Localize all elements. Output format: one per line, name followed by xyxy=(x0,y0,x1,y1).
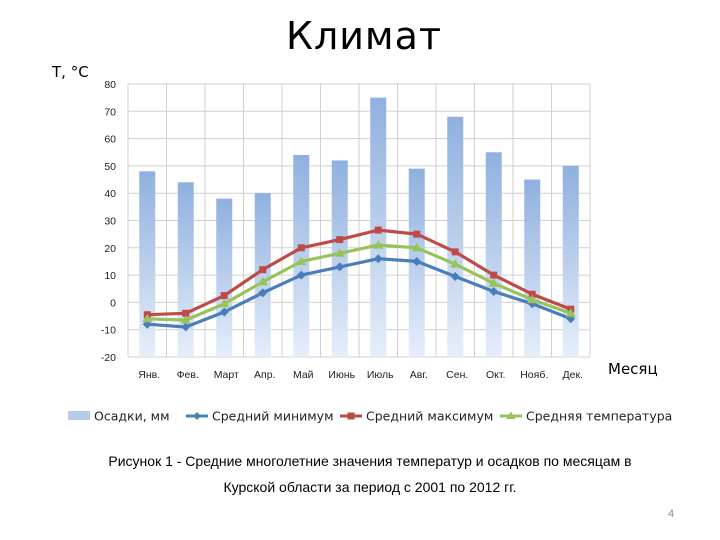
data-point xyxy=(450,259,461,268)
y-tick-label: 30 xyxy=(104,216,116,228)
slide-title: Климат xyxy=(285,14,443,58)
data-point xyxy=(219,307,229,317)
x-tick-label: Июнь xyxy=(328,369,355,381)
data-point xyxy=(489,286,499,296)
data-point xyxy=(336,236,344,244)
x-tick-label: Март xyxy=(214,369,239,381)
y-axis-title: Т, °С xyxy=(52,63,89,81)
x-tick-label: Окт. xyxy=(486,369,505,381)
data-point xyxy=(488,278,499,287)
x-tick-label: Сен. xyxy=(446,369,468,381)
legend-label: Средняя температура xyxy=(526,409,672,424)
data-point xyxy=(296,256,307,265)
data-point xyxy=(413,230,421,238)
y-tick-label: -20 xyxy=(101,352,116,364)
x-tick-labels: Янв. Фев. Март Апр. Май Июнь Июль Авг. Сен. Окт. Н… xyxy=(138,369,583,381)
y-tick-label: 10 xyxy=(104,270,116,282)
data-point xyxy=(527,294,538,304)
x-axis-title: Месяц xyxy=(608,360,658,378)
y-tick-labels: -20 -10 0 10 20 30 40 50 60 70 80 xyxy=(101,79,116,364)
legend-label: Средний максимум xyxy=(366,409,493,424)
x-tick-label: Май xyxy=(293,369,314,381)
data-point xyxy=(334,248,345,257)
data-point xyxy=(259,266,267,274)
x-tick-label: Июль xyxy=(367,369,394,381)
bar-Нояб. xyxy=(524,179,541,357)
data-point xyxy=(142,313,153,323)
bar-Май xyxy=(293,154,310,357)
y-tick-label: 70 xyxy=(104,106,116,118)
data-point xyxy=(220,292,228,300)
bar-Март xyxy=(216,198,233,357)
y-tick-label: 20 xyxy=(104,243,116,255)
figure-caption-line-2: Курской области за период с 2001 по 2012… xyxy=(223,479,517,495)
page-number: 4 xyxy=(668,508,675,520)
bar-Июнь xyxy=(331,160,348,357)
data-point xyxy=(528,290,536,298)
data-point xyxy=(565,308,576,317)
x-tick-label: Янв. xyxy=(138,369,160,381)
legend-label: Осадки, мм xyxy=(94,409,170,424)
data-point xyxy=(373,254,383,264)
y-tick-label: 0 xyxy=(110,297,116,309)
legend-marker xyxy=(506,411,516,419)
data-point xyxy=(219,298,230,308)
gridlines xyxy=(127,83,591,358)
y-tick-label: 80 xyxy=(104,79,116,91)
data-point xyxy=(374,226,382,234)
temperature-lines xyxy=(142,226,576,332)
legend-marker xyxy=(347,412,355,420)
series-line-Средний минимум xyxy=(147,257,572,329)
y-tick-label: 60 xyxy=(104,134,116,146)
bar-Окт. xyxy=(485,152,502,357)
series-line-Средняя температура xyxy=(147,243,572,322)
data-point xyxy=(450,271,460,281)
x-tick-label: Апр. xyxy=(254,369,275,381)
data-point xyxy=(258,288,268,298)
data-point xyxy=(296,270,306,280)
x-tick-label: Фев. xyxy=(177,369,199,381)
x-tick-label: Дек. xyxy=(563,369,583,381)
legend-marker xyxy=(193,412,201,420)
legend-swatch xyxy=(68,411,90,420)
legend: Осадки, мм Средний минимум Средний максиму… xyxy=(68,409,672,424)
series-line-Средний максимум xyxy=(147,228,572,317)
data-point xyxy=(490,271,498,279)
legend-label: Средний минимум xyxy=(212,409,334,424)
bar-Сен. xyxy=(447,116,464,357)
y-tick-label: -10 xyxy=(101,325,116,337)
figure-caption-line-1: Рисунок 1 - Средние многолетние значения… xyxy=(108,453,632,469)
data-point xyxy=(335,262,345,272)
x-tick-label: Авг. xyxy=(410,369,428,381)
bar-Дек. xyxy=(562,165,579,357)
data-point xyxy=(181,322,191,332)
y-tick-label: 50 xyxy=(104,161,116,173)
bar-Янв. xyxy=(139,171,156,357)
data-point xyxy=(373,240,384,249)
data-point xyxy=(180,315,191,324)
climate-chart: -20 -10 0 10 20 30 40 50 60 70 80 Янв. Фев. Март Апр.… xyxy=(68,79,672,424)
data-point xyxy=(257,276,268,286)
data-point xyxy=(412,256,422,266)
data-point xyxy=(182,309,190,317)
bar-Апр. xyxy=(254,193,271,357)
y-tick-label: 40 xyxy=(104,188,116,200)
data-point xyxy=(297,244,305,252)
data-point xyxy=(411,242,422,252)
x-tick-label: Нояб. xyxy=(520,369,548,381)
precipitation-bars xyxy=(139,97,579,358)
data-point xyxy=(451,248,459,256)
